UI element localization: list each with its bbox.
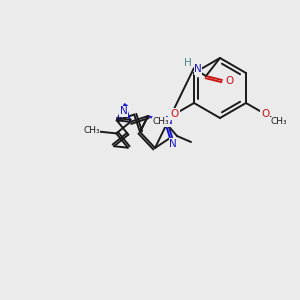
Text: N: N [165, 116, 173, 126]
Text: N: N [169, 139, 177, 149]
Text: O: O [261, 109, 269, 119]
Text: H: H [184, 58, 192, 68]
Text: N: N [120, 106, 127, 116]
Text: CH₃: CH₃ [271, 118, 287, 127]
Text: O: O [171, 109, 179, 119]
Text: CH₃: CH₃ [83, 126, 100, 135]
Text: CH₃: CH₃ [153, 118, 169, 127]
Text: O: O [226, 76, 234, 86]
Text: N: N [194, 64, 202, 74]
